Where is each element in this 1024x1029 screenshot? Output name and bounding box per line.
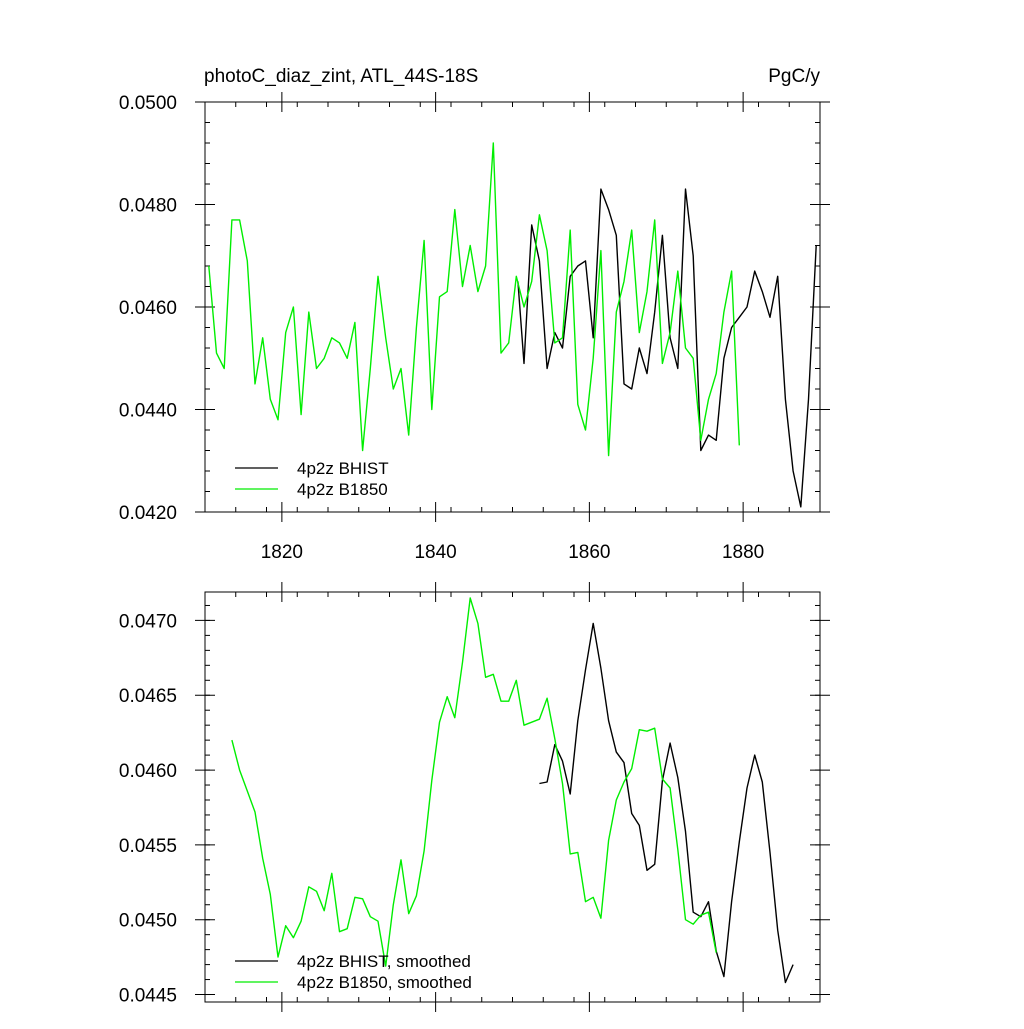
x-tick-label: 1840 (414, 542, 456, 563)
y-tick-label: 0.0450 (119, 911, 177, 932)
top-series-line-4p2z-bhist (517, 188, 817, 508)
legend-label-b1850-smoothed: 4p2z B1850, smoothed (297, 973, 472, 992)
y-tick-label: 0.0480 (119, 196, 177, 217)
bottom-plot-frame (204, 591, 821, 1003)
top-series-group (208, 142, 817, 508)
y-tick-label: 0.0445 (119, 986, 177, 1007)
y-tick-label: 0.0500 (119, 93, 177, 114)
top-plot-frame (204, 101, 821, 513)
bottom-panel: 0.0445 0.0450 0.0455 0.0460 0.0465 0.0470 4p2… (119, 582, 830, 1012)
y-tick-label: 0.0470 (119, 611, 177, 632)
chart-title: photoC_diaz_zint, ATL_44S-18S (204, 66, 478, 87)
legend-label-bhist-smoothed: 4p2z BHIST, smoothed (297, 952, 471, 971)
top-series-line-4p2z-b1850 (208, 142, 740, 457)
y-tick-label: 0.0465 (119, 686, 177, 707)
x-tick-label: 1880 (722, 542, 764, 563)
bottom-series-line-4p2z-bhist-smoothed (539, 622, 794, 984)
top-axis-ticks: 1820 1840 1860 1880 0.0420 0.0440 0.0460 0.0480… (119, 92, 830, 563)
legend-label-bhist: 4p2z BHIST (297, 459, 389, 478)
bottom-axis-ticks: 0.0445 0.0450 0.0455 0.0460 0.0465 0.0470 (119, 582, 830, 1012)
y-tick-label: 0.0455 (119, 836, 177, 857)
x-tick-label: 1820 (261, 542, 303, 563)
y-tick-label: 0.0420 (119, 503, 177, 524)
top-legend: 4p2z BHIST 4p2z B1850 (235, 459, 389, 499)
x-tick-label: 1860 (568, 542, 610, 563)
bottom-legend: 4p2z BHIST, smoothed 4p2z B1850, smoothe… (235, 952, 472, 992)
top-panel: photoC_diaz_zint, ATL_44S-18S PgC/y 1820… (119, 66, 830, 563)
y-tick-label: 0.0440 (119, 401, 177, 422)
y-tick-label: 0.0460 (119, 761, 177, 782)
y-tick-label: 0.0460 (119, 298, 177, 319)
bottom-series-group (231, 597, 794, 984)
legend-label-b1850: 4p2z B1850 (297, 480, 388, 499)
bottom-series-line-4p2z-b1850-smoothed (231, 597, 717, 967)
units-label: PgC/y (768, 66, 820, 87)
